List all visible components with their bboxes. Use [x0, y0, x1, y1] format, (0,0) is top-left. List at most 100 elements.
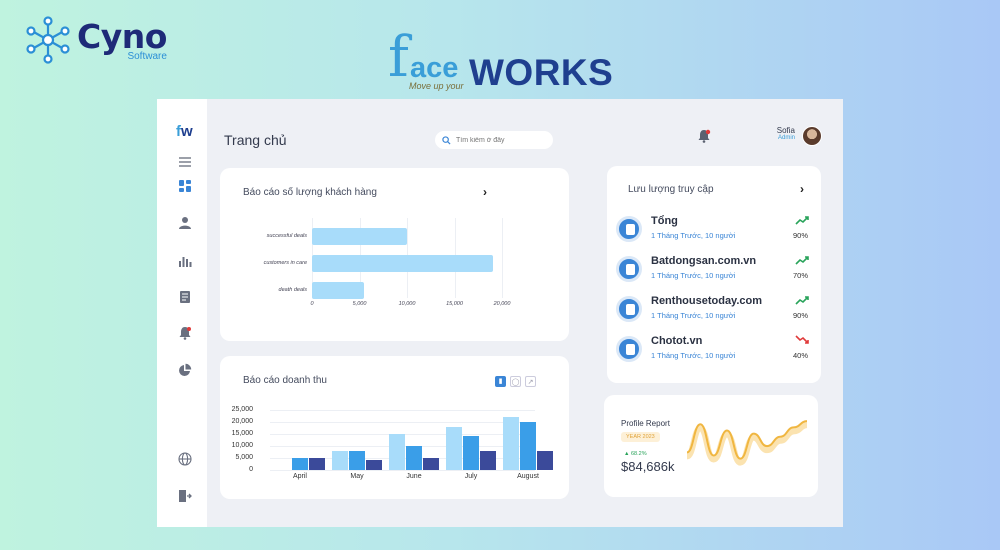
traffic-percent: 90%	[793, 231, 809, 240]
y-tick-label: 25,000	[231, 406, 253, 413]
menu-icon[interactable]	[178, 155, 192, 169]
category-label: death deals	[278, 287, 307, 293]
trend-up-icon	[795, 256, 809, 265]
pie-chart-icon[interactable]	[178, 363, 192, 377]
bar-june-3	[423, 458, 439, 470]
traffic-card: Lưu lượng truy cập › Tổng 1 Tháng Trước, …	[607, 166, 821, 383]
traffic-row[interactable]: Batdongsan.com.vn 1 Tháng Trước, 10 người…	[607, 254, 821, 288]
x-category-label: May	[350, 473, 364, 480]
user-info[interactable]: Sofia Admin	[757, 126, 795, 141]
customers-card-chevron-icon[interactable]: ›	[483, 185, 487, 199]
x-tick-label: 20,000	[493, 301, 511, 307]
line-view-icon[interactable]: ↗	[525, 376, 536, 387]
bar-may-1	[332, 450, 348, 470]
customers-report-card: Báo cáo số lượng khách hàng › 0 5,000 10,0…	[220, 168, 569, 341]
traffic-subtitle: 1 Tháng Trước, 10 người	[651, 271, 736, 280]
faceworks-works: WORKS	[469, 52, 614, 93]
dashboard-window: fw Trang chủ	[157, 99, 843, 527]
user-icon[interactable]	[178, 216, 192, 230]
category-label: customers in care	[263, 260, 307, 266]
revenue-report-card: Báo cáo doanh thu ▮ ◯ ↗ 25,000 20,000 15,0…	[220, 356, 569, 499]
bar-successful-deals	[312, 228, 407, 245]
traffic-source-icon	[616, 296, 642, 322]
profile-value: $84,686k	[621, 459, 675, 474]
revenue-card-title: Báo cáo doanh thu	[243, 375, 327, 386]
traffic-name: Chotot.vn	[651, 335, 703, 347]
x-tick-label: 0	[310, 301, 314, 307]
grid-line	[270, 410, 535, 411]
y-tick-label: 0	[249, 466, 253, 473]
growth-up-icon: ▲	[624, 451, 631, 457]
cyno-molecule-icon	[26, 16, 70, 64]
cyno-subtitle: Software	[127, 50, 167, 62]
bar-july-1	[446, 426, 462, 470]
x-tick-label: 15,000	[446, 301, 463, 307]
grid-line	[270, 422, 535, 423]
traffic-subtitle: 1 Tháng Trước, 10 người	[651, 231, 736, 240]
profile-report-card: Profile Report YEAR 2023 ▲ 68.2% $84,686…	[604, 395, 818, 497]
bar-june-1	[389, 434, 405, 470]
trend-up-icon	[795, 216, 809, 225]
notification-icon[interactable]	[178, 326, 192, 340]
bar-june-2	[406, 446, 422, 470]
traffic-subtitle: 1 Tháng Trước, 10 người	[651, 351, 736, 360]
traffic-card-chevron-icon[interactable]: ›	[800, 182, 804, 196]
bell-icon[interactable]	[697, 129, 711, 143]
profile-title: Profile Report	[621, 419, 670, 428]
faceworks-logo: f ace WORKS Move up your	[388, 30, 628, 94]
cyno-wordmark: Cyno	[77, 16, 167, 56]
traffic-name: Batdongsan.com.vn	[651, 255, 757, 267]
x-tick-label: 10,000	[398, 301, 416, 307]
search-icon	[442, 135, 451, 145]
sidebar: fw	[157, 99, 207, 527]
bar-view-icon[interactable]: ▮	[495, 376, 506, 387]
traffic-name: Tổng	[651, 215, 678, 227]
traffic-name: Renthousetoday.com	[651, 295, 763, 307]
y-tick-label: 10,000	[231, 442, 253, 449]
x-category-label: April	[292, 473, 307, 480]
user-name: Sofia	[776, 126, 795, 135]
dashboard-icon[interactable]	[178, 179, 192, 193]
bar-chart-icon[interactable]	[178, 254, 192, 268]
avatar[interactable]	[802, 126, 822, 146]
user-role: Admin	[777, 135, 795, 141]
x-category-label: August	[517, 473, 539, 480]
x-category-label: July	[464, 473, 478, 480]
traffic-row[interactable]: Chotot.vn 1 Tháng Trước, 10 người 40%	[607, 334, 821, 368]
traffic-row[interactable]: Tổng 1 Tháng Trước, 10 người 90%	[607, 214, 821, 248]
x-category-label: June	[406, 473, 422, 480]
pie-view-icon[interactable]: ◯	[510, 376, 521, 387]
y-tick-label: 15,000	[231, 430, 253, 437]
bar-april-3	[309, 458, 325, 470]
globe-icon[interactable]	[178, 452, 192, 466]
y-tick-label: 5,000	[235, 454, 253, 461]
traffic-row[interactable]: Renthousetoday.com 1 Tháng Trước, 10 ngườ…	[607, 294, 821, 328]
cyno-logo: Cyno Software	[25, 16, 167, 64]
traffic-source-icon	[616, 336, 642, 362]
faceworks-ace: ace	[410, 52, 459, 84]
traffic-percent: 40%	[793, 351, 809, 360]
bar-may-2	[349, 450, 365, 470]
traffic-percent: 70%	[793, 271, 809, 280]
traffic-card-title: Lưu lượng truy cập	[628, 184, 714, 195]
logout-icon[interactable]	[178, 489, 192, 503]
page-title: Trang chủ	[224, 132, 287, 148]
faceworks-f: f	[388, 25, 409, 90]
trend-down-icon	[795, 335, 809, 344]
sidebar-logo[interactable]: fw	[176, 123, 193, 140]
bar-july-2	[463, 436, 479, 470]
bar-august-2	[520, 422, 536, 470]
grid-line	[502, 218, 503, 298]
document-icon[interactable]	[178, 290, 192, 304]
wave-line	[686, 420, 808, 460]
search-bar[interactable]	[435, 131, 553, 149]
traffic-source-icon	[616, 216, 642, 242]
grid-line	[270, 470, 535, 471]
search-input[interactable]	[456, 136, 551, 144]
traffic-source-icon	[616, 256, 642, 282]
profile-year-badge: YEAR 2023	[621, 432, 660, 442]
x-tick-label: 5,000	[352, 301, 367, 307]
profile-growth: ▲ 68.2%	[624, 451, 647, 457]
traffic-percent: 90%	[793, 311, 809, 320]
traffic-subtitle: 1 Tháng Trước, 10 người	[651, 311, 736, 320]
